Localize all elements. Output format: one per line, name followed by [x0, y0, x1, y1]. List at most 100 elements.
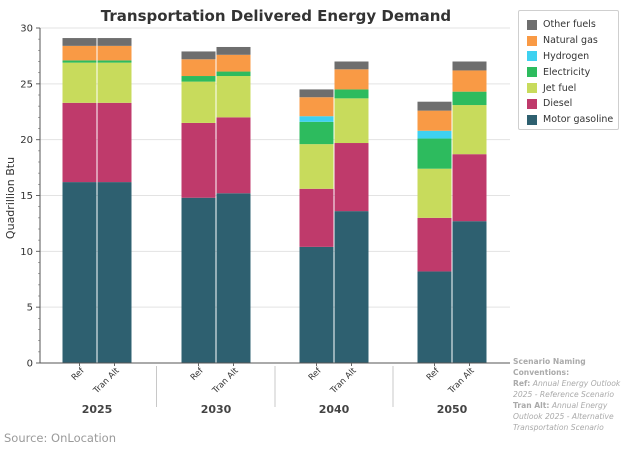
chart-title: Transportation Delivered Energy Demand	[101, 7, 451, 25]
bar-segment-diesel	[452, 154, 487, 222]
legend-item: Motor gasoline	[527, 112, 618, 128]
legend-swatch	[527, 114, 537, 125]
bar-segment-natural-gas	[97, 45, 132, 61]
bar-segment-jet-fuel	[216, 76, 251, 118]
legend-item: Jet fuel	[527, 80, 618, 96]
legend-swatch	[527, 35, 537, 46]
bar-segment-diesel	[97, 102, 132, 183]
y-tick-label: 25	[20, 79, 33, 90]
scenario-label: Tran Alt	[210, 366, 241, 397]
bar-segment-natural-gas	[216, 54, 251, 72]
source-label: Source: OnLocation	[4, 431, 117, 445]
y-axis-label: Quadrillion Btu	[4, 157, 17, 239]
year-label: 2025	[82, 403, 113, 416]
legend-item: Hydrogen	[527, 49, 618, 65]
bar-segment-natural-gas	[334, 69, 369, 90]
legend-label: Jet fuel	[543, 82, 577, 94]
legend-label: Diesel	[543, 98, 573, 110]
y-tick-label: 30	[20, 24, 33, 35]
bar-segment-electricity	[216, 71, 251, 77]
bar-segment-hydrogen	[299, 116, 334, 122]
legend-swatch	[527, 83, 537, 94]
year-label: 2030	[201, 403, 232, 416]
bar-segment-electricity	[299, 121, 334, 145]
scenario-label: Tran Alt	[328, 366, 359, 397]
bar-segment-electricity	[97, 60, 132, 63]
y-tick-label: 5	[27, 303, 33, 314]
y-tick-label: 0	[27, 359, 33, 370]
bar-segment-diesel	[181, 122, 216, 198]
bar-segment-diesel	[299, 188, 334, 247]
scenario-label: Tran Alt	[91, 366, 122, 397]
bar-segment-other-fuels	[334, 61, 369, 70]
bar-segment-motor-gasoline	[452, 221, 487, 363]
note-ref-key: Ref:	[513, 379, 531, 388]
bar-segment-motor-gasoline	[417, 271, 452, 363]
note-ref-text: Annual Energy Outlook 2025 - Reference S…	[513, 379, 621, 399]
bar-segment-other-fuels	[452, 61, 487, 71]
legend-swatch	[527, 51, 537, 62]
legend-item: Other fuels	[527, 17, 618, 33]
bar-segment-other-fuels	[216, 46, 251, 55]
bar-segment-electricity	[417, 138, 452, 169]
note-alt-text: Annual Energy Outlook 2025 - Alternative…	[513, 401, 614, 432]
bar-segment-electricity	[62, 60, 97, 63]
note-alt-key: Tran Alt:	[513, 401, 550, 410]
y-tick-label: 20	[20, 135, 33, 146]
bar-segment-motor-gasoline	[216, 193, 251, 363]
year-label: 2050	[437, 403, 468, 416]
legend-label: Hydrogen	[543, 50, 590, 62]
bar-segment-motor-gasoline	[334, 211, 369, 363]
bar-segment-other-fuels	[181, 51, 216, 60]
legend-item: Natural gas	[527, 33, 618, 49]
bar-segment-hydrogen	[417, 130, 452, 139]
bars	[62, 38, 487, 363]
bar-segment-diesel	[62, 102, 97, 183]
bar-segment-natural-gas	[299, 97, 334, 117]
bar-segment-electricity	[181, 76, 216, 82]
bar-segment-motor-gasoline	[181, 197, 216, 363]
legend-item: Diesel	[527, 96, 618, 112]
legend-label: Electricity	[543, 66, 591, 78]
scenario-label: Ref	[307, 365, 325, 383]
scenario-label: Ref	[189, 365, 207, 383]
bar-segment-electricity	[334, 89, 369, 99]
bar-segment-jet-fuel	[417, 168, 452, 218]
bar-segment-other-fuels	[97, 38, 132, 46]
bar-segment-jet-fuel	[62, 62, 97, 103]
bar-segment-natural-gas	[181, 59, 216, 77]
bar-segment-jet-fuel	[97, 62, 132, 103]
bar-segment-jet-fuel	[452, 105, 487, 155]
bar-segment-other-fuels	[417, 101, 452, 111]
bar-segment-jet-fuel	[299, 144, 334, 189]
scenario-label: Ref	[70, 365, 88, 383]
note-heading: Scenario Naming Conventions:	[513, 357, 586, 377]
bar-segment-motor-gasoline	[97, 182, 132, 363]
bar-segment-diesel	[417, 217, 452, 272]
scenario-label: Tran Alt	[446, 366, 477, 397]
legend-label: Other fuels	[543, 19, 596, 31]
legend-swatch	[527, 19, 537, 30]
bar-segment-other-fuels	[62, 38, 97, 46]
legend-swatch	[527, 67, 537, 78]
scenario-label: Ref	[425, 365, 443, 383]
legend-label: Natural gas	[543, 35, 598, 47]
bar-segment-natural-gas	[452, 70, 487, 92]
y-tick-label: 10	[20, 247, 33, 258]
legend: Other fuels Natural gas Hydrogen Electricit…	[518, 10, 619, 130]
bar-segment-jet-fuel	[334, 98, 369, 144]
legend-label: Motor gasoline	[543, 114, 614, 126]
bar-segment-electricity	[452, 91, 487, 106]
bar-segment-diesel	[334, 143, 369, 212]
bar-segment-diesel	[216, 117, 251, 194]
scenario-note: Scenario Naming Conventions: Ref: Annual…	[513, 356, 621, 433]
bar-segment-motor-gasoline	[299, 246, 334, 363]
year-label: 2040	[319, 403, 350, 416]
y-tick-label: 15	[20, 191, 33, 202]
bar-segment-natural-gas	[417, 110, 452, 131]
legend-item: Electricity	[527, 64, 618, 80]
bar-segment-motor-gasoline	[62, 182, 97, 363]
bar-segment-natural-gas	[62, 45, 97, 61]
bar-segment-other-fuels	[299, 89, 334, 98]
